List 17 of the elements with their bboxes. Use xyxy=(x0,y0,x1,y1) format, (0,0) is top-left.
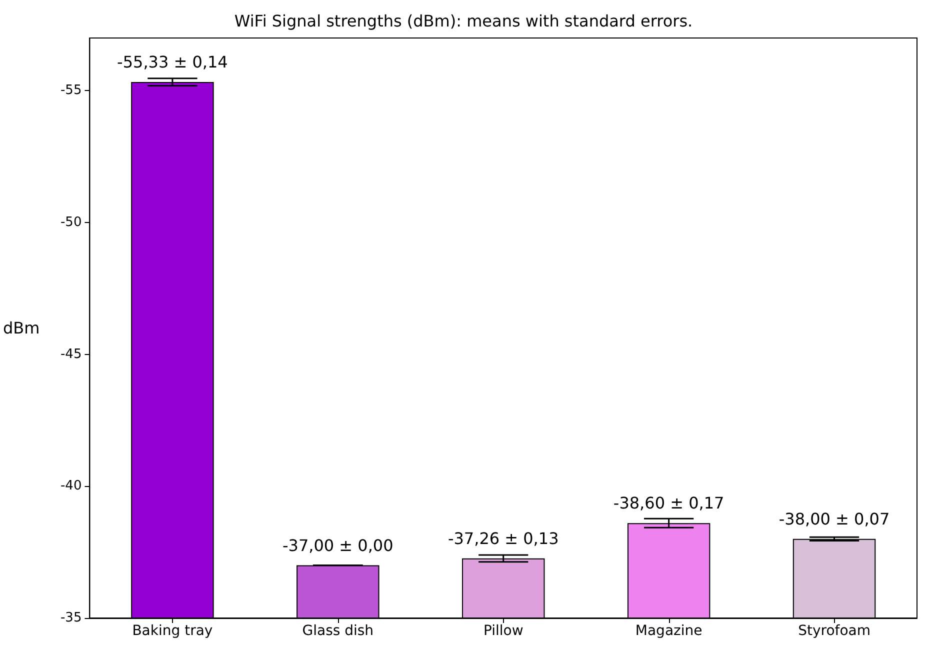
chart-title: WiFi Signal strengths (dBm): means with standard errors. xyxy=(234,12,693,30)
x-tick-label: Baking tray xyxy=(132,623,213,639)
x-tick-label: Styrofoam xyxy=(798,623,870,639)
y-tick-label: -35 xyxy=(60,610,82,626)
y-tick-label: -55 xyxy=(60,83,82,98)
data-label: -38,00 ± 0,07 xyxy=(778,509,890,528)
data-label: -38,60 ± 0,17 xyxy=(613,494,724,513)
y-axis-title: dBm xyxy=(3,318,40,338)
x-tick-label: Glass dish xyxy=(302,623,374,639)
y-tick-label: -45 xyxy=(60,346,82,362)
y-tick-label: -40 xyxy=(60,478,82,494)
x-tick-label: Pillow xyxy=(483,623,524,639)
x-tick-label: Magazine xyxy=(635,623,702,639)
data-label: -37,26 ± 0,13 xyxy=(448,528,559,548)
y-tick-label: -50 xyxy=(60,215,82,230)
data-label: -55,33 ± 0,14 xyxy=(117,52,228,72)
data-label: -37,00 ± 0,00 xyxy=(282,536,394,555)
